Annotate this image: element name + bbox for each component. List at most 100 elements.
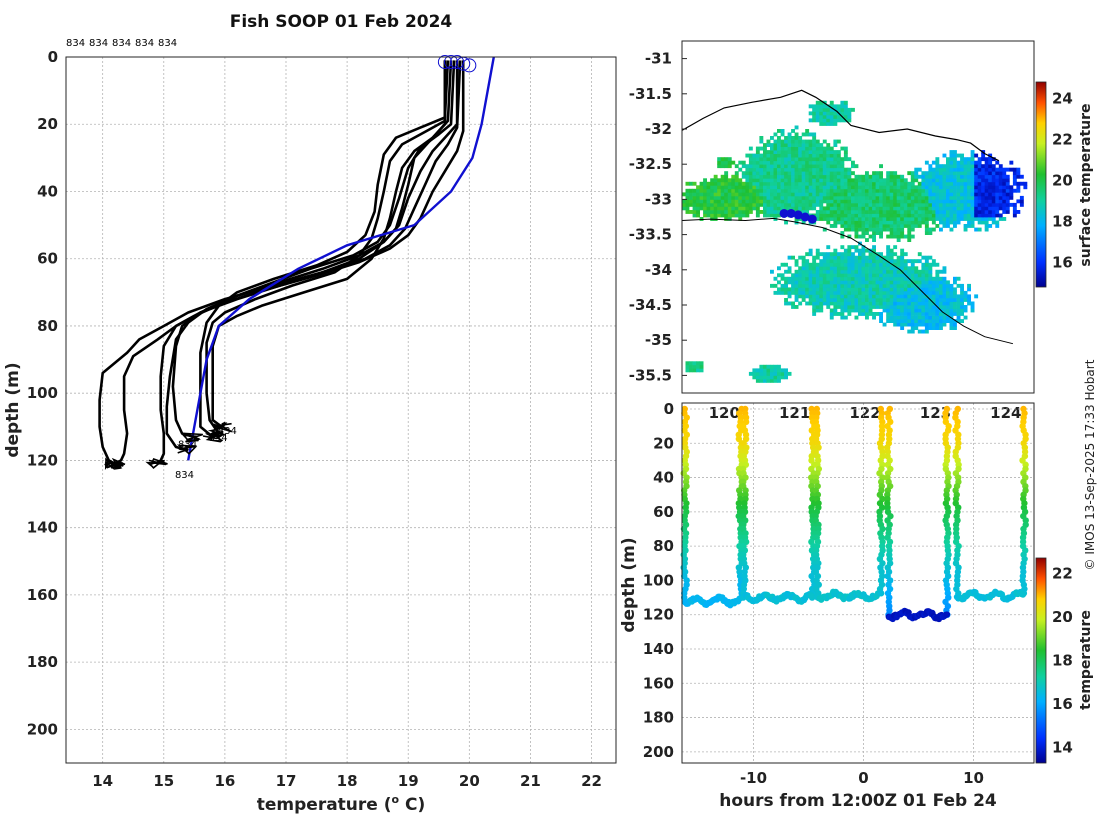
- map-cell: [812, 164, 817, 169]
- map-cell: [699, 199, 704, 204]
- map-cell: [766, 164, 771, 169]
- map-cell: [815, 287, 820, 292]
- map-cell: [731, 202, 736, 207]
- map-cell: [907, 322, 912, 327]
- map-cell: [780, 368, 785, 373]
- profile-ytick-label: 0: [48, 48, 58, 66]
- map-cell: [836, 301, 841, 306]
- map-cell: [998, 195, 1003, 200]
- map-cell: [748, 153, 753, 158]
- map-cell: [946, 167, 950, 172]
- map-cell: [826, 213, 831, 218]
- map-cell: [734, 178, 739, 183]
- map-cell: [872, 280, 876, 285]
- map-cell: [801, 298, 806, 302]
- map-cell: [917, 199, 922, 204]
- map-cell: [931, 213, 936, 218]
- map-cell: [879, 301, 883, 306]
- map-cell: [970, 210, 975, 214]
- map-cell: [939, 294, 943, 299]
- map-cell: [822, 283, 827, 288]
- map-cell: [843, 280, 848, 285]
- map-cell: [893, 199, 898, 204]
- map-cell: [882, 266, 887, 271]
- map-cell: [766, 181, 771, 186]
- map-cell: [931, 326, 936, 330]
- map-cell: [879, 227, 883, 232]
- map-cell: [840, 100, 845, 105]
- map-cell: [851, 308, 855, 313]
- map-cell: [977, 202, 982, 207]
- map-cell: [928, 206, 933, 211]
- map-cell: [903, 312, 908, 316]
- map-cell: [819, 217, 824, 221]
- map-cell: [896, 224, 901, 228]
- map-cell: [942, 322, 947, 327]
- map-cell: [967, 294, 971, 299]
- map-cell: [784, 368, 788, 373]
- section-ytick-label: 160: [643, 674, 674, 692]
- map-cell: [741, 210, 746, 214]
- map-cell: [766, 375, 771, 380]
- map-cell: [1019, 202, 1024, 207]
- map-cell: [829, 153, 834, 158]
- map-cell: [931, 185, 936, 190]
- map-cell: [960, 171, 964, 176]
- map-cell: [815, 150, 820, 154]
- map-cell: [801, 185, 806, 190]
- map-cell: [847, 174, 852, 179]
- map-cell: [865, 185, 869, 190]
- map-cell: [763, 164, 767, 169]
- map-cell: [692, 213, 697, 218]
- map-cell: [889, 280, 894, 285]
- map-cell: [960, 192, 964, 197]
- map-cell: [819, 262, 824, 267]
- map-cell: [939, 206, 943, 211]
- section-ytick-label: 20: [653, 434, 674, 452]
- map-cell: [724, 206, 729, 211]
- map-cell: [798, 195, 803, 200]
- map-cell: [1002, 199, 1007, 204]
- map-cell: [689, 188, 693, 193]
- map-cell: [801, 283, 806, 288]
- map-cell: [794, 181, 799, 186]
- map-cell: [872, 259, 876, 264]
- section-point: [808, 593, 816, 600]
- map-cell: [851, 224, 855, 228]
- map-cell: [865, 315, 869, 320]
- map-cell: [847, 248, 852, 253]
- map-cell: [847, 290, 852, 295]
- map-cell: [780, 174, 785, 179]
- map-cell: [858, 298, 862, 302]
- map-cell: [798, 136, 803, 140]
- map-cell: [970, 308, 975, 313]
- map-cell: [953, 206, 957, 211]
- map-cell: [889, 227, 894, 232]
- map-cell: [953, 150, 957, 154]
- map-cell: [875, 171, 880, 176]
- map-cell: [784, 220, 788, 225]
- map-cell: [812, 262, 817, 267]
- map-cell: [784, 375, 788, 380]
- map-cell: [710, 178, 715, 183]
- map-cell: [829, 217, 834, 221]
- map-cell: [829, 167, 834, 172]
- map-cell: [868, 287, 873, 292]
- map-cell: [854, 227, 859, 232]
- map-cell: [858, 202, 862, 207]
- map-cell: [829, 192, 834, 197]
- map-cell: [759, 199, 764, 204]
- map-cell: [995, 185, 1000, 190]
- map-cell: [910, 174, 915, 179]
- map-cell: [833, 298, 838, 302]
- map-cell: [907, 329, 912, 334]
- map-cell: [861, 202, 866, 207]
- map-cell: [858, 192, 862, 197]
- map-cell: [953, 210, 957, 214]
- map-cell: [829, 107, 834, 112]
- map-cell: [763, 378, 767, 383]
- map-cell: [854, 181, 859, 186]
- map-cell: [770, 146, 774, 151]
- map-cell: [840, 315, 845, 320]
- map-cell: [1023, 181, 1028, 186]
